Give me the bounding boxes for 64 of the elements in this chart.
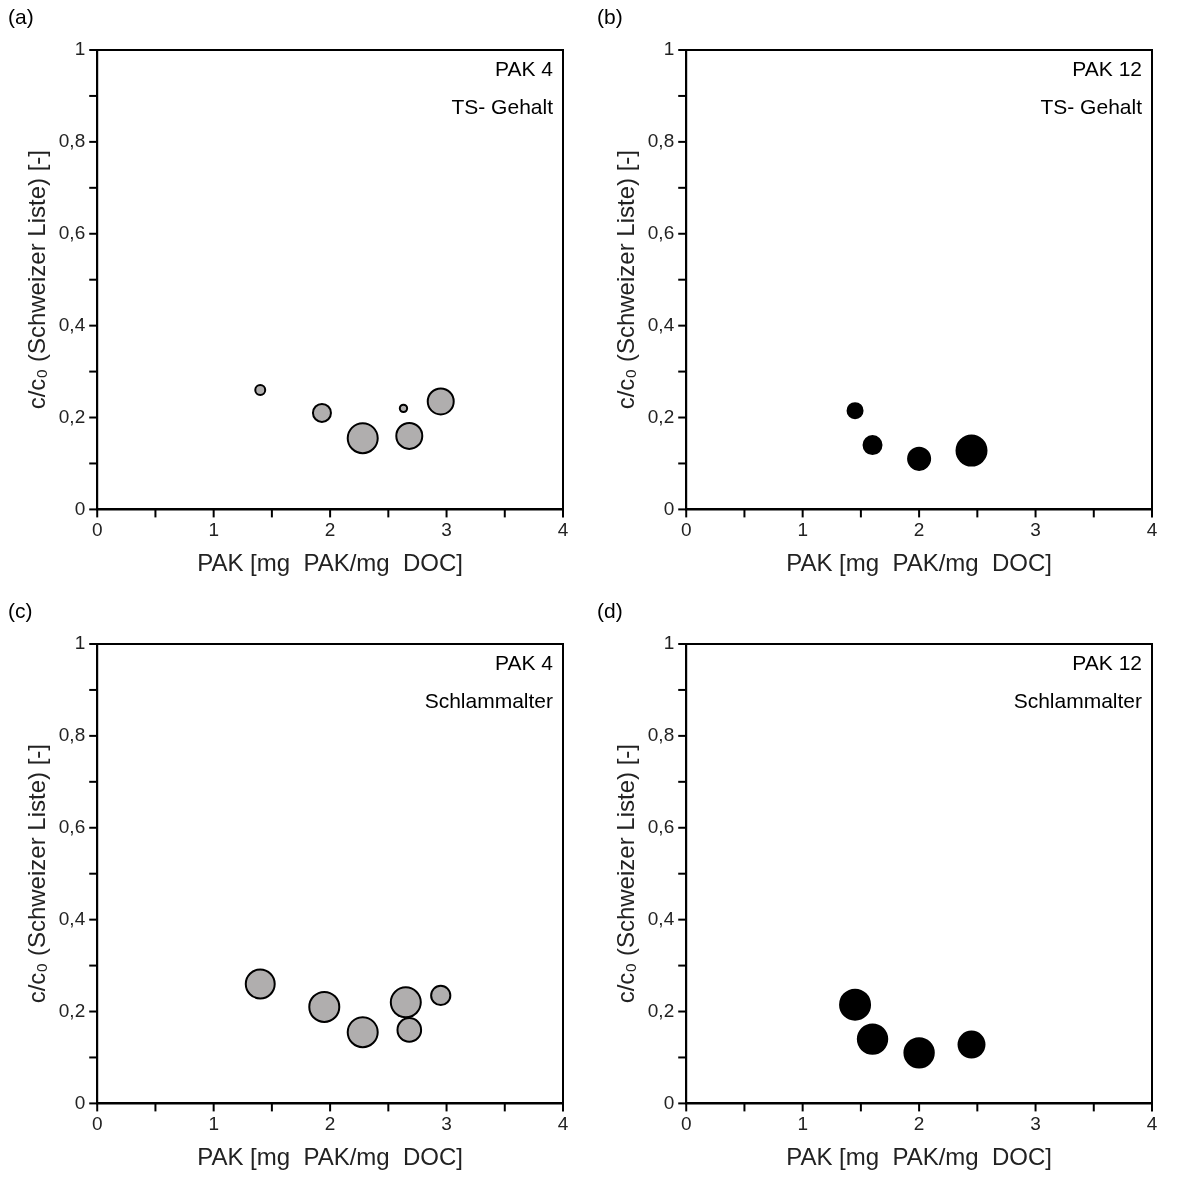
y-tick-label: 1	[663, 38, 675, 60]
y-tick-label: 0,8	[647, 130, 675, 152]
x-tick-label: 3	[441, 1113, 452, 1135]
y-tick-label: 1	[74, 632, 86, 654]
x-tick-label: 3	[1030, 1113, 1041, 1135]
annotation: PAK 4	[495, 651, 554, 675]
y-tick-label: 0	[74, 1091, 86, 1113]
y-tick-label: 0,2	[647, 999, 675, 1021]
x-tick-label: 1	[208, 519, 219, 541]
y-tick-label: 0	[663, 497, 675, 519]
y-tick-label: 0,2	[647, 405, 675, 427]
x-axis-title: PAK [mg PAK/mg DOC]	[786, 549, 1053, 577]
y-tick-label: 0,6	[647, 815, 675, 837]
x-tick-label: 1	[797, 519, 808, 541]
y-tick-label: 0	[74, 497, 86, 519]
x-axis-title: PAK [mg PAK/mg DOC]	[197, 1143, 464, 1171]
x-tick-label: 2	[913, 1113, 925, 1135]
y-axis-title: c/c₀ (Schweizer Liste) [-]	[612, 150, 640, 410]
x-tick-label: 3	[1030, 519, 1041, 541]
x-tick-label: 1	[797, 1113, 808, 1135]
y-tick-label: 0,6	[58, 221, 86, 243]
y-tick-label: 0,6	[58, 815, 86, 837]
y-tick-label: 0,4	[647, 907, 675, 929]
x-tick-label: 0	[91, 1113, 103, 1135]
y-axis-title: c/c₀ (Schweizer Liste) [-]	[23, 150, 51, 410]
x-tick-label: 0	[680, 1113, 692, 1135]
y-tick-label: 1	[74, 38, 86, 60]
annotation: PAK 12	[1072, 651, 1142, 675]
text: (b)	[597, 5, 623, 29]
y-tick-label: 0,4	[647, 313, 675, 335]
x-tick-label: 2	[324, 1113, 336, 1135]
y-tick-label: 1	[663, 632, 675, 654]
y-tick-label: 0,8	[58, 130, 86, 152]
y-tick-label: 0,8	[647, 724, 675, 746]
y-tick-label: 0,4	[58, 313, 86, 335]
text: (c)	[8, 599, 33, 623]
x-tick-label: 3	[441, 519, 452, 541]
x-tick-label: 4	[1146, 1113, 1158, 1135]
y-axis-title: c/c₀ (Schweizer Liste) [-]	[612, 744, 640, 1004]
annotation: PAK 4	[495, 57, 554, 81]
text: (a)	[8, 5, 34, 29]
y-tick-label: 0,8	[58, 724, 86, 746]
y-tick-label: 0,2	[58, 999, 86, 1021]
y-tick-label: 0,2	[58, 405, 86, 427]
x-tick-label: 4	[1146, 519, 1158, 541]
x-axis-title: PAK [mg PAK/mg DOC]	[197, 549, 464, 577]
y-tick-label: 0,6	[647, 221, 675, 243]
x-axis-title: PAK [mg PAK/mg DOC]	[786, 1143, 1053, 1171]
y-tick-label: 0	[663, 1091, 675, 1113]
x-tick-label: 0	[91, 519, 103, 541]
text: (d)	[597, 599, 623, 623]
annotation: TS- Gehalt	[451, 95, 554, 119]
annotation: Schlammalter	[424, 689, 553, 713]
annotation: TS- Gehalt	[1040, 95, 1143, 119]
x-tick-label: 4	[557, 1113, 569, 1135]
x-tick-label: 2	[913, 519, 925, 541]
x-tick-label: 4	[557, 519, 569, 541]
x-tick-label: 1	[208, 1113, 219, 1135]
x-tick-label: 0	[680, 519, 692, 541]
annotation: Schlammalter	[1013, 689, 1142, 713]
y-tick-label: 0,4	[58, 907, 86, 929]
annotation: PAK 12	[1072, 57, 1142, 81]
y-axis-title: c/c₀ (Schweizer Liste) [-]	[23, 744, 51, 1004]
x-tick-label: 2	[324, 519, 336, 541]
